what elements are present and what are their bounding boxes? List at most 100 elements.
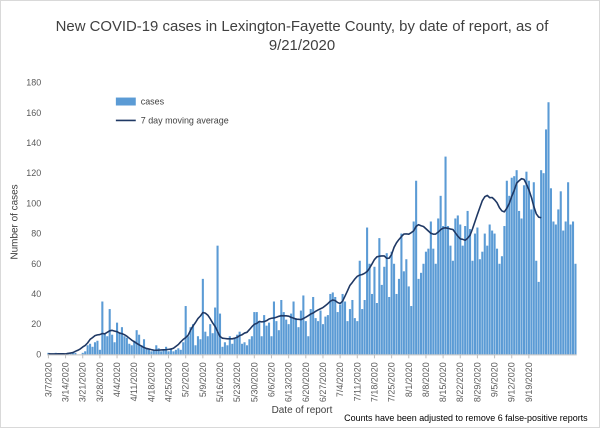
case-bar — [361, 309, 364, 355]
case-bar — [569, 224, 572, 355]
case-bar — [366, 227, 369, 355]
case-bar — [459, 224, 462, 355]
x-tick-label: 6/20/2020 — [301, 362, 311, 402]
case-bar — [505, 180, 508, 355]
case-bar — [299, 310, 302, 355]
case-bar — [356, 321, 359, 355]
case-bar — [125, 337, 128, 355]
case-bar — [400, 233, 403, 355]
case-bar — [385, 253, 388, 355]
chart-title-line-2: 9/21/2020 — [269, 37, 335, 54]
case-bar — [201, 278, 204, 355]
case-bar — [500, 256, 503, 355]
case-bar — [491, 230, 494, 355]
x-axis-title: Date of report — [272, 405, 333, 416]
case-bar — [226, 345, 229, 355]
x-tick-label: 4/25/2020 — [164, 362, 174, 402]
case-bar — [535, 260, 538, 355]
x-tick-label: 3/14/2020 — [61, 362, 71, 402]
x-tick-label: 7/25/2020 — [387, 362, 397, 402]
case-bar — [351, 299, 354, 355]
case-bar — [405, 259, 408, 355]
case-bar — [218, 313, 222, 355]
case-bar — [312, 296, 315, 355]
case-bar — [358, 260, 361, 355]
x-tick-label: 7/18/2020 — [369, 362, 379, 402]
case-bar — [253, 312, 256, 355]
legend: cases 7 day moving average — [115, 97, 229, 125]
case-bar — [307, 336, 310, 355]
x-tick-label: 3/7/2020 — [43, 362, 53, 397]
y-axis-ticks: 0 20 40 60 80 100 120 140 160 180 — [26, 78, 41, 360]
case-bar — [263, 315, 266, 355]
case-bar — [412, 221, 415, 355]
case-bar — [47, 352, 50, 355]
case-bar — [429, 221, 432, 355]
case-bar — [123, 336, 126, 355]
legend-label-cases: cases — [141, 97, 165, 107]
x-tick-label: 8/8/2020 — [421, 362, 431, 397]
case-bar — [304, 321, 307, 355]
case-bar — [439, 195, 442, 355]
case-bar — [152, 349, 155, 355]
case-bar — [432, 248, 435, 355]
case-bar — [473, 233, 477, 355]
case-bar — [160, 351, 163, 355]
legend-swatch-cases — [115, 97, 136, 106]
case-bar — [260, 336, 263, 355]
case-bar — [216, 245, 219, 355]
case-bar — [130, 345, 133, 355]
case-bar — [268, 322, 271, 355]
case-bar — [258, 321, 261, 355]
x-tick-label: 8/22/2020 — [455, 362, 465, 402]
case-bar — [353, 318, 356, 355]
case-bar — [329, 293, 332, 355]
case-bar — [174, 349, 177, 355]
case-bar — [503, 226, 506, 355]
case-bar — [456, 215, 459, 355]
x-tick-label: 8/1/2020 — [404, 362, 414, 397]
case-bar — [324, 316, 327, 355]
case-bar — [454, 218, 457, 355]
case-bar — [383, 266, 386, 355]
y-tick-label: 140 — [26, 138, 41, 148]
footnote: Counts have been adjusted to remove 6 fa… — [344, 413, 588, 423]
case-bar — [169, 348, 173, 355]
x-tick-label: 9/12/2020 — [507, 362, 517, 402]
case-bar — [214, 307, 217, 355]
case-bar — [233, 337, 236, 355]
case-bar — [71, 352, 74, 355]
case-bar — [118, 333, 121, 355]
case-bar — [282, 312, 285, 355]
case-bar — [378, 238, 381, 355]
case-bar — [469, 229, 472, 355]
case-bar — [211, 333, 214, 355]
case-bar — [476, 227, 479, 355]
case-bar — [395, 293, 398, 355]
case-bar — [562, 230, 565, 355]
x-tick-label: 6/6/2020 — [266, 362, 276, 397]
x-tick-label: 8/15/2020 — [438, 362, 448, 402]
y-axis-title: Number of cases — [9, 184, 20, 259]
case-bar — [84, 351, 87, 355]
case-bar — [508, 195, 511, 355]
line-series-moving-average — [48, 177, 542, 355]
case-bar — [228, 336, 231, 355]
case-bar — [537, 281, 540, 355]
case-bar — [415, 180, 418, 355]
case-bar — [481, 251, 484, 355]
y-tick-label: 40 — [31, 289, 41, 299]
case-bar — [486, 245, 489, 355]
case-bar — [495, 248, 499, 355]
case-bar — [189, 327, 192, 355]
case-bar — [525, 171, 528, 355]
case-bar — [545, 129, 548, 355]
case-bar — [530, 209, 533, 355]
case-bar — [241, 343, 244, 355]
case-bar — [532, 182, 535, 355]
case-bar — [314, 318, 317, 355]
case-bar — [248, 339, 251, 355]
case-bar — [231, 343, 234, 355]
x-tick-label: 7/4/2020 — [335, 362, 345, 397]
